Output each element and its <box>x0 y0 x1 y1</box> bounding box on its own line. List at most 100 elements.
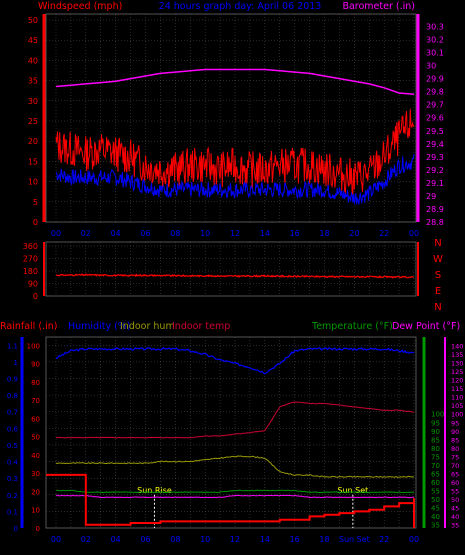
baro-y-tick: 28.8 <box>426 218 444 227</box>
dew-y-tick: 140 <box>451 343 463 351</box>
temp-y-tick: 70 <box>431 462 440 470</box>
rain-y-tick: 1.1 <box>7 342 18 350</box>
dew-y-tick: 135 <box>451 351 463 359</box>
wind-y-tick: 20 <box>28 137 38 146</box>
temp-y-tick: 85 <box>431 436 440 444</box>
baro-y-tick: 30.3 <box>426 23 444 32</box>
temp-y-tick: 95 <box>431 419 440 427</box>
humidity-line <box>55 347 415 375</box>
wind-x-tick: 10 <box>200 229 210 238</box>
dew-y-tick: 65 <box>451 470 459 478</box>
rain-y-tick: 0.5 <box>7 442 18 450</box>
humidity-y-tick: 100 <box>27 342 40 350</box>
wind-y-tick: 25 <box>28 117 38 126</box>
wind-y-tick: 40 <box>28 56 38 65</box>
temp-y-tick: 45 <box>431 505 440 513</box>
compass-label: N <box>434 302 441 313</box>
panel-temp-frame <box>45 336 417 529</box>
temp-y-tick: 60 <box>431 479 440 487</box>
baro-y-tick: 29.5 <box>426 127 444 136</box>
wind-y-tick: 5 <box>33 198 38 207</box>
wind-y-tick: 15 <box>28 157 38 166</box>
header-barometer-label: Barometer (.in) <box>342 1 415 12</box>
wind-y-tick: 50 <box>28 16 38 25</box>
dew-y-tick: 80 <box>451 445 459 453</box>
humidity-y-tick: 80 <box>31 379 40 387</box>
compass-label: E <box>435 286 441 297</box>
dew-y-tick: 115 <box>451 385 463 393</box>
wind-x-tick: 02 <box>81 229 91 238</box>
dew-y-tick: 50 <box>451 496 459 504</box>
temp-y-tick: 75 <box>431 453 440 461</box>
legend-humidity: Humidity (%) <box>68 321 131 332</box>
header-title: 24 hours graph day: April 06 2013 <box>159 1 322 12</box>
dew-y-tick: 75 <box>451 453 459 461</box>
direction-y-tick: 360 <box>23 242 38 251</box>
header-windspeed-label: Windspeed (mph) <box>38 1 122 12</box>
temp-x-tick: 08 <box>170 535 180 544</box>
humidity-y-tick: 30 <box>31 470 40 478</box>
temp-y-tick: 40 <box>431 513 440 521</box>
temp-x-tick: 06 <box>140 535 150 544</box>
wind-x-tick: 00 <box>409 229 419 238</box>
panel-wind-frame <box>45 13 417 223</box>
dew-y-tick: 60 <box>451 479 459 487</box>
humidity-y-tick: 20 <box>31 488 40 496</box>
indoor-hum-line <box>55 455 415 478</box>
windspeed-line <box>55 108 415 195</box>
rain-y-tick: 0 <box>14 525 18 533</box>
baro-y-tick: 29.4 <box>426 140 444 149</box>
wind-x-tick: 04 <box>111 229 121 238</box>
baro-y-tick: 30.2 <box>426 36 444 45</box>
legend-indoor-hum: Indoor hum <box>120 321 175 332</box>
compass-label: S <box>435 270 441 281</box>
direction-y-tick: 180 <box>23 267 38 276</box>
wind-y-tick: 45 <box>28 36 38 45</box>
legend-dew-point: Dew Point (°F) <box>392 321 460 332</box>
temp-y-tick: 100 <box>431 411 444 419</box>
rainfall-line <box>46 473 415 528</box>
direction-y-tick: 90 <box>28 280 38 289</box>
legend-rainfall: Rainfall (.in) <box>0 321 57 332</box>
dew-y-tick: 55 <box>451 487 459 495</box>
humidity-y-tick: 50 <box>31 434 40 442</box>
compass-label: N <box>434 238 441 249</box>
baro-y-tick: 29.8 <box>426 88 444 97</box>
temp-x-tick: 12 <box>230 535 240 544</box>
direction-y-tick: 270 <box>23 255 38 264</box>
wind-x-tick: 12 <box>230 229 240 238</box>
temp-y-tick: 50 <box>431 496 440 504</box>
temp-y-tick: 35 <box>431 522 440 530</box>
temp-x-tick: 02 <box>81 535 91 544</box>
wind-x-tick: 08 <box>170 229 180 238</box>
compass-label: W <box>433 254 443 265</box>
legend-temperature: Temperature (°F) <box>311 321 393 332</box>
indoor-temp-line <box>55 401 415 439</box>
humidity-y-tick: 10 <box>31 507 40 515</box>
baro-y-tick: 29.9 <box>426 75 444 84</box>
rain-y-tick: 0.9 <box>7 376 18 384</box>
sunset-label: Sun Set <box>337 486 368 495</box>
temp-y-tick: 80 <box>431 445 440 453</box>
temp-x-tick: 10 <box>200 535 210 544</box>
legend-indoor-temp: Indoor temp <box>172 321 230 332</box>
wind-direction-line <box>55 273 415 279</box>
baro-y-tick: 29.1 <box>426 179 444 188</box>
temperature-line <box>55 489 415 494</box>
wind-x-tick: 06 <box>140 229 150 238</box>
baro-y-tick: 29.3 <box>426 153 444 162</box>
temp-y-tick: 90 <box>431 428 440 436</box>
dew-y-tick: 90 <box>451 428 459 436</box>
rain-y-tick: 0.8 <box>7 392 18 400</box>
dew-point-line <box>56 494 415 499</box>
wind-x-tick: 14 <box>260 229 270 238</box>
sunrise-label: Sun Rise <box>137 486 172 495</box>
dew-y-tick: 110 <box>451 394 463 402</box>
rain-y-tick: 1 <box>14 359 18 367</box>
wind-x-tick: 00 <box>51 229 61 238</box>
rain-y-tick: 0.3 <box>7 475 18 483</box>
wind-y-tick: 0 <box>33 218 38 227</box>
dew-y-tick: 105 <box>451 402 463 410</box>
dew-y-tick: 100 <box>451 411 463 419</box>
